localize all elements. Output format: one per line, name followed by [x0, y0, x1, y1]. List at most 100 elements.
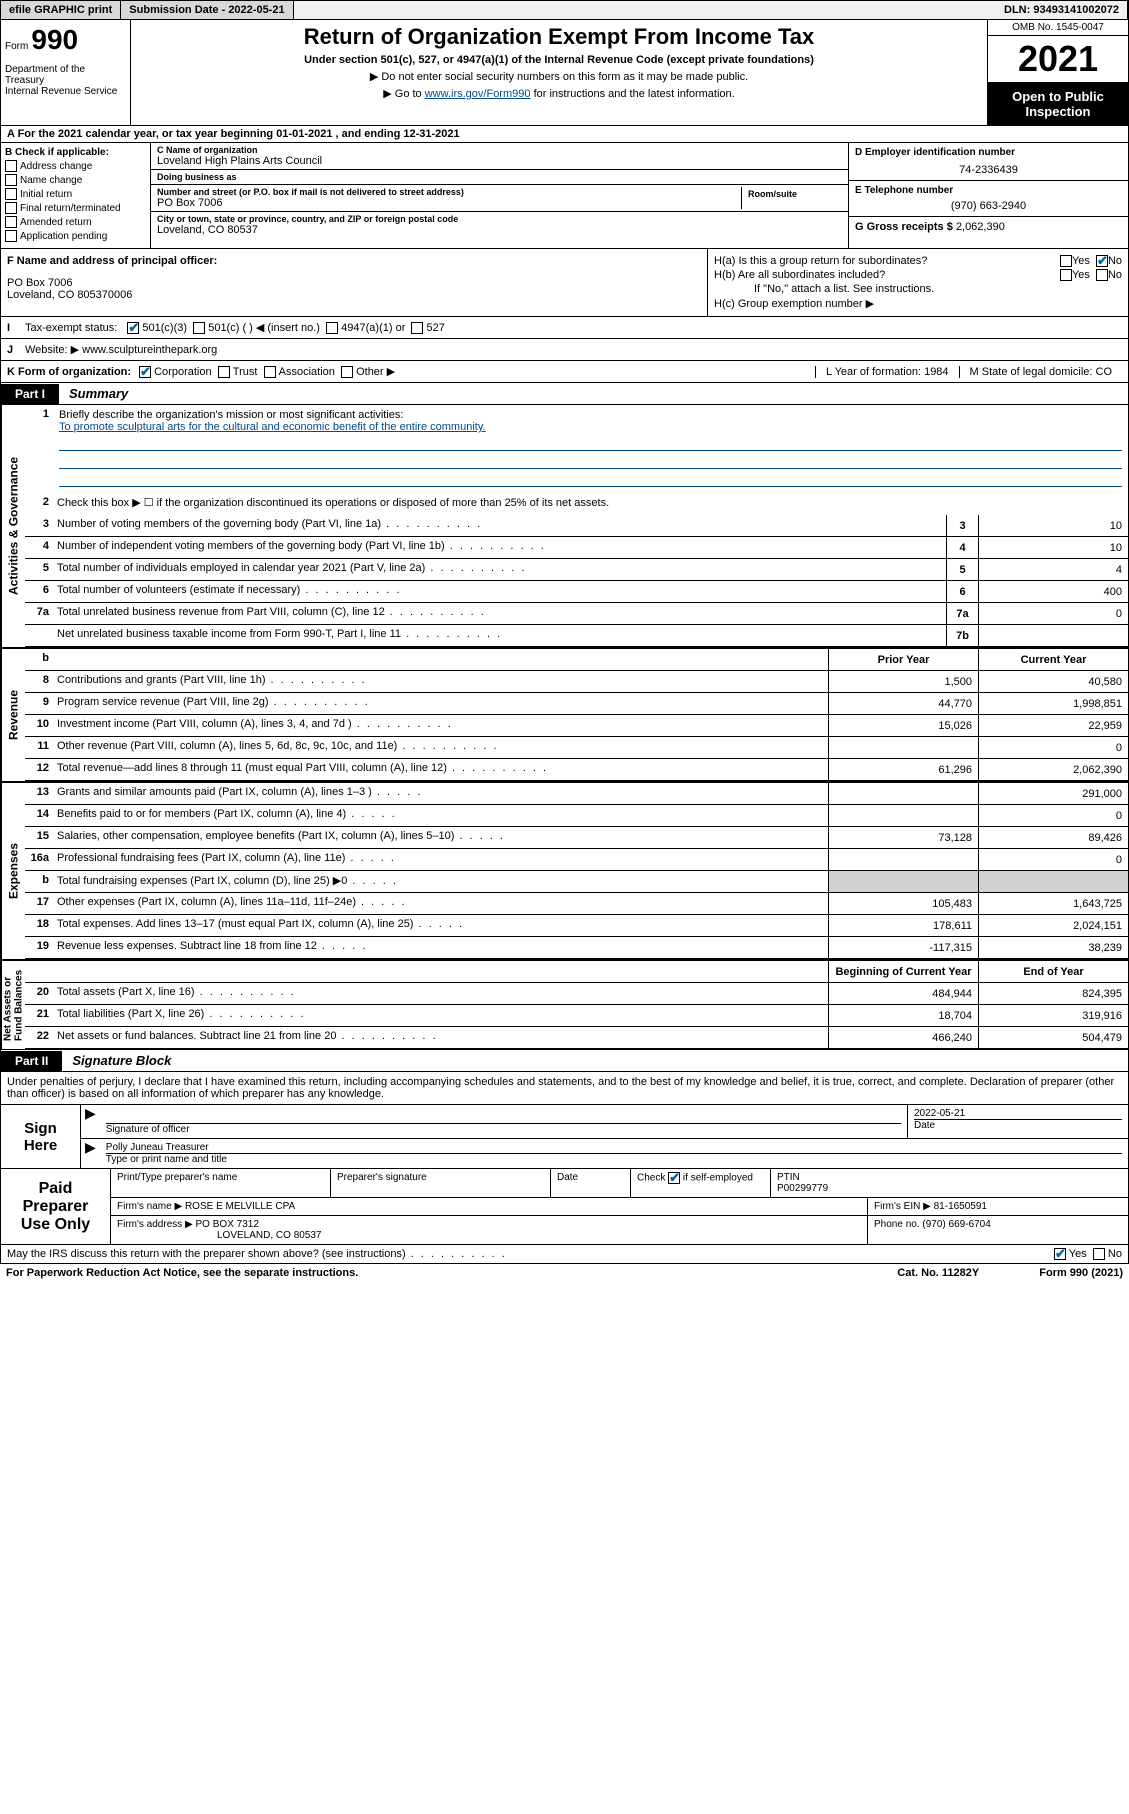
- checkbox-amended[interactable]: [5, 216, 17, 228]
- box-de: D Employer identification number 74-2336…: [848, 143, 1128, 248]
- box-h: H(a) Is this a group return for subordin…: [708, 249, 1128, 316]
- subtitle-3: ▶ Go to www.irs.gov/Form990 for instruct…: [135, 87, 983, 100]
- self-employed-checkbox[interactable]: [668, 1172, 680, 1184]
- table-row: 21Total liabilities (Part X, line 26)18,…: [25, 1005, 1128, 1027]
- ptin-value: P00299779: [777, 1183, 828, 1194]
- 4947-checkbox[interactable]: [326, 322, 338, 334]
- hb-no-checkbox[interactable]: [1096, 269, 1108, 281]
- gross-receipts-label: G Gross receipts $: [855, 221, 953, 233]
- hb-question: H(b) Are all subordinates included?: [714, 269, 1060, 281]
- address-label: Number and street (or P.O. box if mail i…: [157, 187, 741, 197]
- tax-year: 2021: [988, 36, 1128, 83]
- corp-checkbox[interactable]: [139, 366, 151, 378]
- date-label: Date: [914, 1120, 1122, 1131]
- table-row: 16aProfessional fundraising fees (Part I…: [25, 849, 1128, 871]
- table-row: 17Other expenses (Part IX, column (A), l…: [25, 893, 1128, 915]
- table-row: 13Grants and similar amounts paid (Part …: [25, 783, 1128, 805]
- checkbox-initial-return[interactable]: [5, 188, 17, 200]
- city-label: City or town, state or province, country…: [157, 214, 842, 224]
- subtitle-2: ▶ Do not enter social security numbers o…: [135, 70, 983, 83]
- checkbox-application-pending[interactable]: [5, 230, 17, 242]
- checkbox-address-change[interactable]: [5, 160, 17, 172]
- officer-label: F Name and address of principal officer:: [7, 255, 701, 267]
- table-row: 4Number of independent voting members of…: [25, 537, 1128, 559]
- table-row: Net unrelated business taxable income fr…: [25, 625, 1128, 647]
- website-label: Website: ▶: [25, 343, 79, 356]
- preparer-sig-hdr: Preparer's signature: [331, 1169, 551, 1197]
- cat-no: Cat. No. 11282Y: [897, 1267, 979, 1279]
- beginning-year-header: Beginning of Current Year: [828, 961, 978, 982]
- ein-label: D Employer identification number: [855, 147, 1122, 158]
- firm-addr2: LOVELAND, CO 80537: [217, 1230, 322, 1241]
- sign-date: 2022-05-21: [914, 1108, 1122, 1120]
- penalty-statement: Under penalties of perjury, I declare th…: [0, 1072, 1129, 1105]
- state-domicile: M State of legal domicile: CO: [959, 366, 1122, 378]
- revenue-sidelabel: Revenue: [1, 649, 25, 781]
- box-b-title: B Check if applicable:: [5, 147, 146, 158]
- ha-yes-checkbox[interactable]: [1060, 255, 1072, 267]
- main-title: Return of Organization Exempt From Incom…: [135, 24, 983, 50]
- expenses-section: Expenses 13Grants and similar amounts pa…: [0, 783, 1129, 961]
- table-row: 11Other revenue (Part VIII, column (A), …: [25, 737, 1128, 759]
- irs-link[interactable]: www.irs.gov/Form990: [425, 88, 531, 100]
- paid-preparer-label: Paid Preparer Use Only: [1, 1169, 111, 1244]
- checkbox-final-return[interactable]: [5, 202, 17, 214]
- ptin-label: PTIN: [777, 1172, 800, 1183]
- 527-checkbox[interactable]: [411, 322, 423, 334]
- box-b: B Check if applicable: Address change Na…: [1, 143, 151, 248]
- line-j: J Website: ▶ www.sculptureinthepark.org: [0, 339, 1129, 361]
- prior-year-header: Prior Year: [828, 649, 978, 670]
- table-row: 22Net assets or fund balances. Subtract …: [25, 1027, 1128, 1049]
- box-f: F Name and address of principal officer:…: [1, 249, 708, 316]
- table-row: 10Investment income (Part VIII, column (…: [25, 715, 1128, 737]
- hb-yes-checkbox[interactable]: [1060, 269, 1072, 281]
- pra-notice: For Paperwork Reduction Act Notice, see …: [6, 1267, 358, 1279]
- assoc-checkbox[interactable]: [264, 366, 276, 378]
- other-checkbox[interactable]: [341, 366, 353, 378]
- part2-title: Signature Block: [62, 1050, 181, 1071]
- current-year-header: Current Year: [978, 649, 1128, 670]
- website-value: www.sculptureinthepark.org: [82, 344, 217, 356]
- discuss-no-checkbox[interactable]: [1093, 1248, 1105, 1260]
- dba-label: Doing business as: [157, 172, 842, 182]
- table-row: 15Salaries, other compensation, employee…: [25, 827, 1128, 849]
- mission-text: To promote sculptural arts for the cultu…: [59, 421, 486, 433]
- discuss-yes-checkbox[interactable]: [1054, 1248, 1066, 1260]
- part2-tag: Part II: [1, 1051, 62, 1071]
- omb-number: OMB No. 1545-0047: [988, 20, 1128, 36]
- table-row: 6Total number of volunteers (estimate if…: [25, 581, 1128, 603]
- trust-checkbox[interactable]: [218, 366, 230, 378]
- subtitle-1: Under section 501(c), 527, or 4947(a)(1)…: [135, 54, 983, 66]
- checkbox-name-change[interactable]: [5, 174, 17, 186]
- ha-question: H(a) Is this a group return for subordin…: [714, 255, 1060, 267]
- open-inspection: Open to Public Inspection: [988, 83, 1128, 125]
- sign-here-block: Sign Here ▶ Signature of officer 2022-05…: [0, 1105, 1129, 1169]
- ha-no-checkbox[interactable]: [1096, 255, 1108, 267]
- table-row: 3Number of voting members of the governi…: [25, 515, 1128, 537]
- dln-label: DLN: 93493141002072: [996, 1, 1128, 19]
- title-cell: Return of Organization Exempt From Incom…: [131, 20, 988, 125]
- paid-preparer-block: Paid Preparer Use Only Print/Type prepar…: [0, 1169, 1129, 1245]
- table-row: 12Total revenue—add lines 8 through 11 (…: [25, 759, 1128, 781]
- box-c: C Name of organization Loveland High Pla…: [151, 143, 848, 248]
- table-row: 18Total expenses. Add lines 13–17 (must …: [25, 915, 1128, 937]
- form-label: Form: [5, 41, 28, 52]
- city-value: Loveland, CO 80537: [157, 224, 842, 236]
- part1-header: Part I Summary: [0, 383, 1129, 405]
- governance-section: Activities & Governance 1 Briefly descri…: [0, 405, 1129, 649]
- expenses-sidelabel: Expenses: [1, 783, 25, 959]
- submission-date-button[interactable]: Submission Date - 2022-05-21: [121, 1, 293, 19]
- year-formation: L Year of formation: 1984: [815, 366, 959, 378]
- table-row: 5Total number of individuals employed in…: [25, 559, 1128, 581]
- table-row: 19Revenue less expenses. Subtract line 1…: [25, 937, 1128, 959]
- preparer-date-hdr: Date: [551, 1169, 631, 1197]
- block-fh: F Name and address of principal officer:…: [0, 248, 1129, 317]
- row-a: A For the 2021 calendar year, or tax yea…: [0, 126, 1129, 143]
- hb-note: If "No," attach a list. See instructions…: [714, 283, 1122, 295]
- end-year-header: End of Year: [978, 961, 1128, 982]
- efile-print-button[interactable]: efile GRAPHIC print: [1, 1, 121, 19]
- firm-name: ROSE E MELVILLE CPA: [185, 1201, 295, 1212]
- room-label: Room/suite: [748, 189, 836, 199]
- 501c-checkbox[interactable]: [193, 322, 205, 334]
- 501c3-checkbox[interactable]: [127, 322, 139, 334]
